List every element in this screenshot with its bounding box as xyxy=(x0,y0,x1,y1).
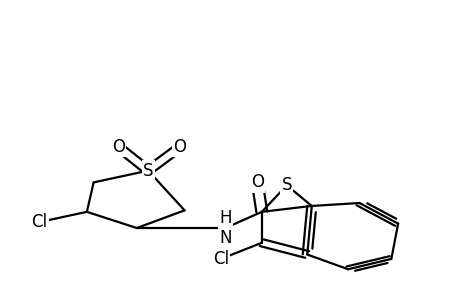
Text: Cl: Cl xyxy=(31,213,47,231)
Text: O: O xyxy=(250,173,263,191)
Text: H
N: H N xyxy=(219,208,231,247)
Text: O: O xyxy=(112,138,125,156)
Text: Cl: Cl xyxy=(213,250,229,268)
Text: O: O xyxy=(173,138,186,156)
Text: S: S xyxy=(143,162,153,180)
Text: S: S xyxy=(281,176,291,194)
